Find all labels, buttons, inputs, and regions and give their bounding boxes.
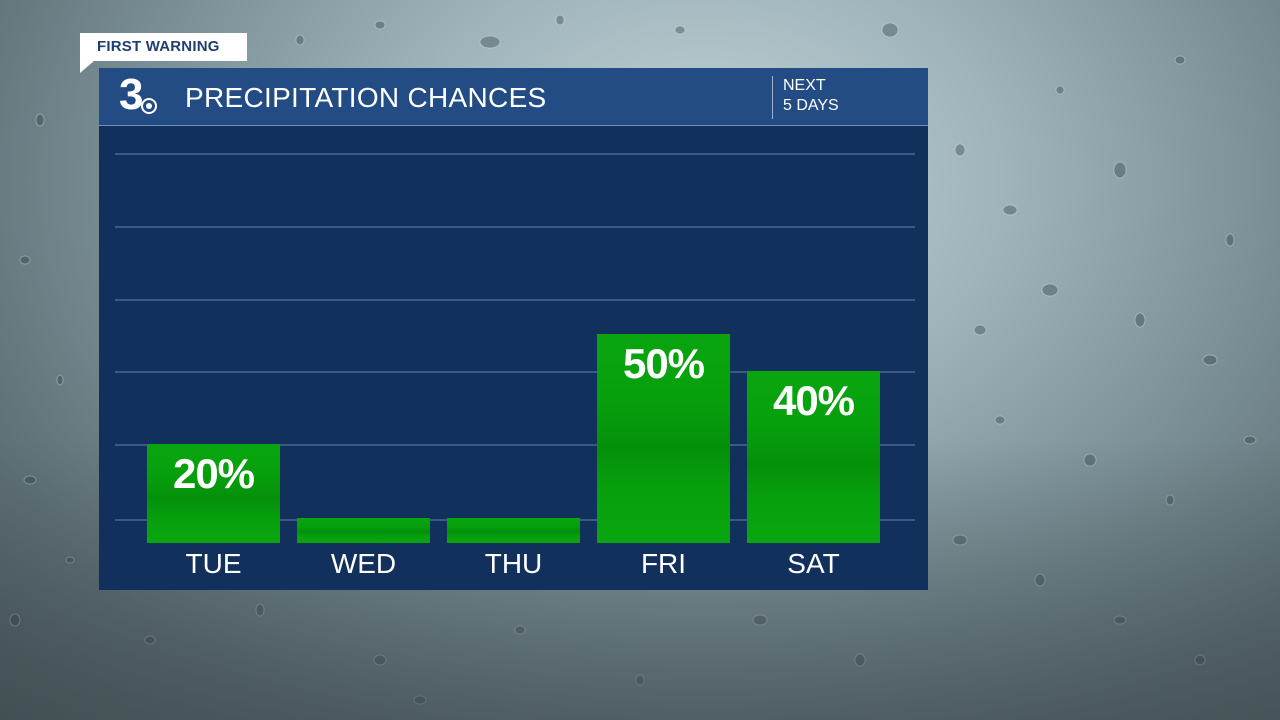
page-title: PRECIPITATION CHANCES <box>185 82 547 113</box>
bar-value-label: 40% <box>772 377 855 424</box>
bar-wed <box>297 518 430 543</box>
tag-tail <box>80 61 94 73</box>
day-label-fri: FRI <box>640 548 687 579</box>
bar-thu <box>447 518 580 543</box>
gridline <box>115 226 915 228</box>
bar-value-label: 20% <box>172 450 255 497</box>
day-label-wed: WED <box>330 548 397 579</box>
range-line-1: NEXT <box>783 77 826 94</box>
day-label-sat: SAT <box>787 548 840 579</box>
bar-sat: 40% <box>747 371 880 543</box>
gridline <box>115 299 915 301</box>
bar-value-label: 50% <box>622 340 705 387</box>
gridline <box>115 371 915 373</box>
day-label-thu: THU <box>484 548 543 579</box>
cbs-eye-icon <box>141 98 157 114</box>
station-logo: 3 <box>119 72 165 118</box>
forecast-range: NEXT 5 DAYS <box>772 76 839 119</box>
bar-tue: 20% <box>147 444 280 543</box>
logo-number: 3 <box>119 70 144 119</box>
day-label-tue: TUE <box>185 548 242 579</box>
first-warning-tag: FIRST WARNING <box>80 33 247 61</box>
bar-fri: 50% <box>597 334 730 543</box>
precipitation-panel: 3 PRECIPITATION CHANCES NEXT 5 DAYS 20% … <box>99 68 928 590</box>
range-line-2: 5 DAYS <box>783 97 839 114</box>
gridline <box>115 153 915 155</box>
gridline <box>115 444 915 446</box>
chart-area: 20% 50% 40% TUE WED THU FRI SAT <box>99 126 928 590</box>
panel-header: 3 PRECIPITATION CHANCES NEXT 5 DAYS <box>99 68 928 126</box>
